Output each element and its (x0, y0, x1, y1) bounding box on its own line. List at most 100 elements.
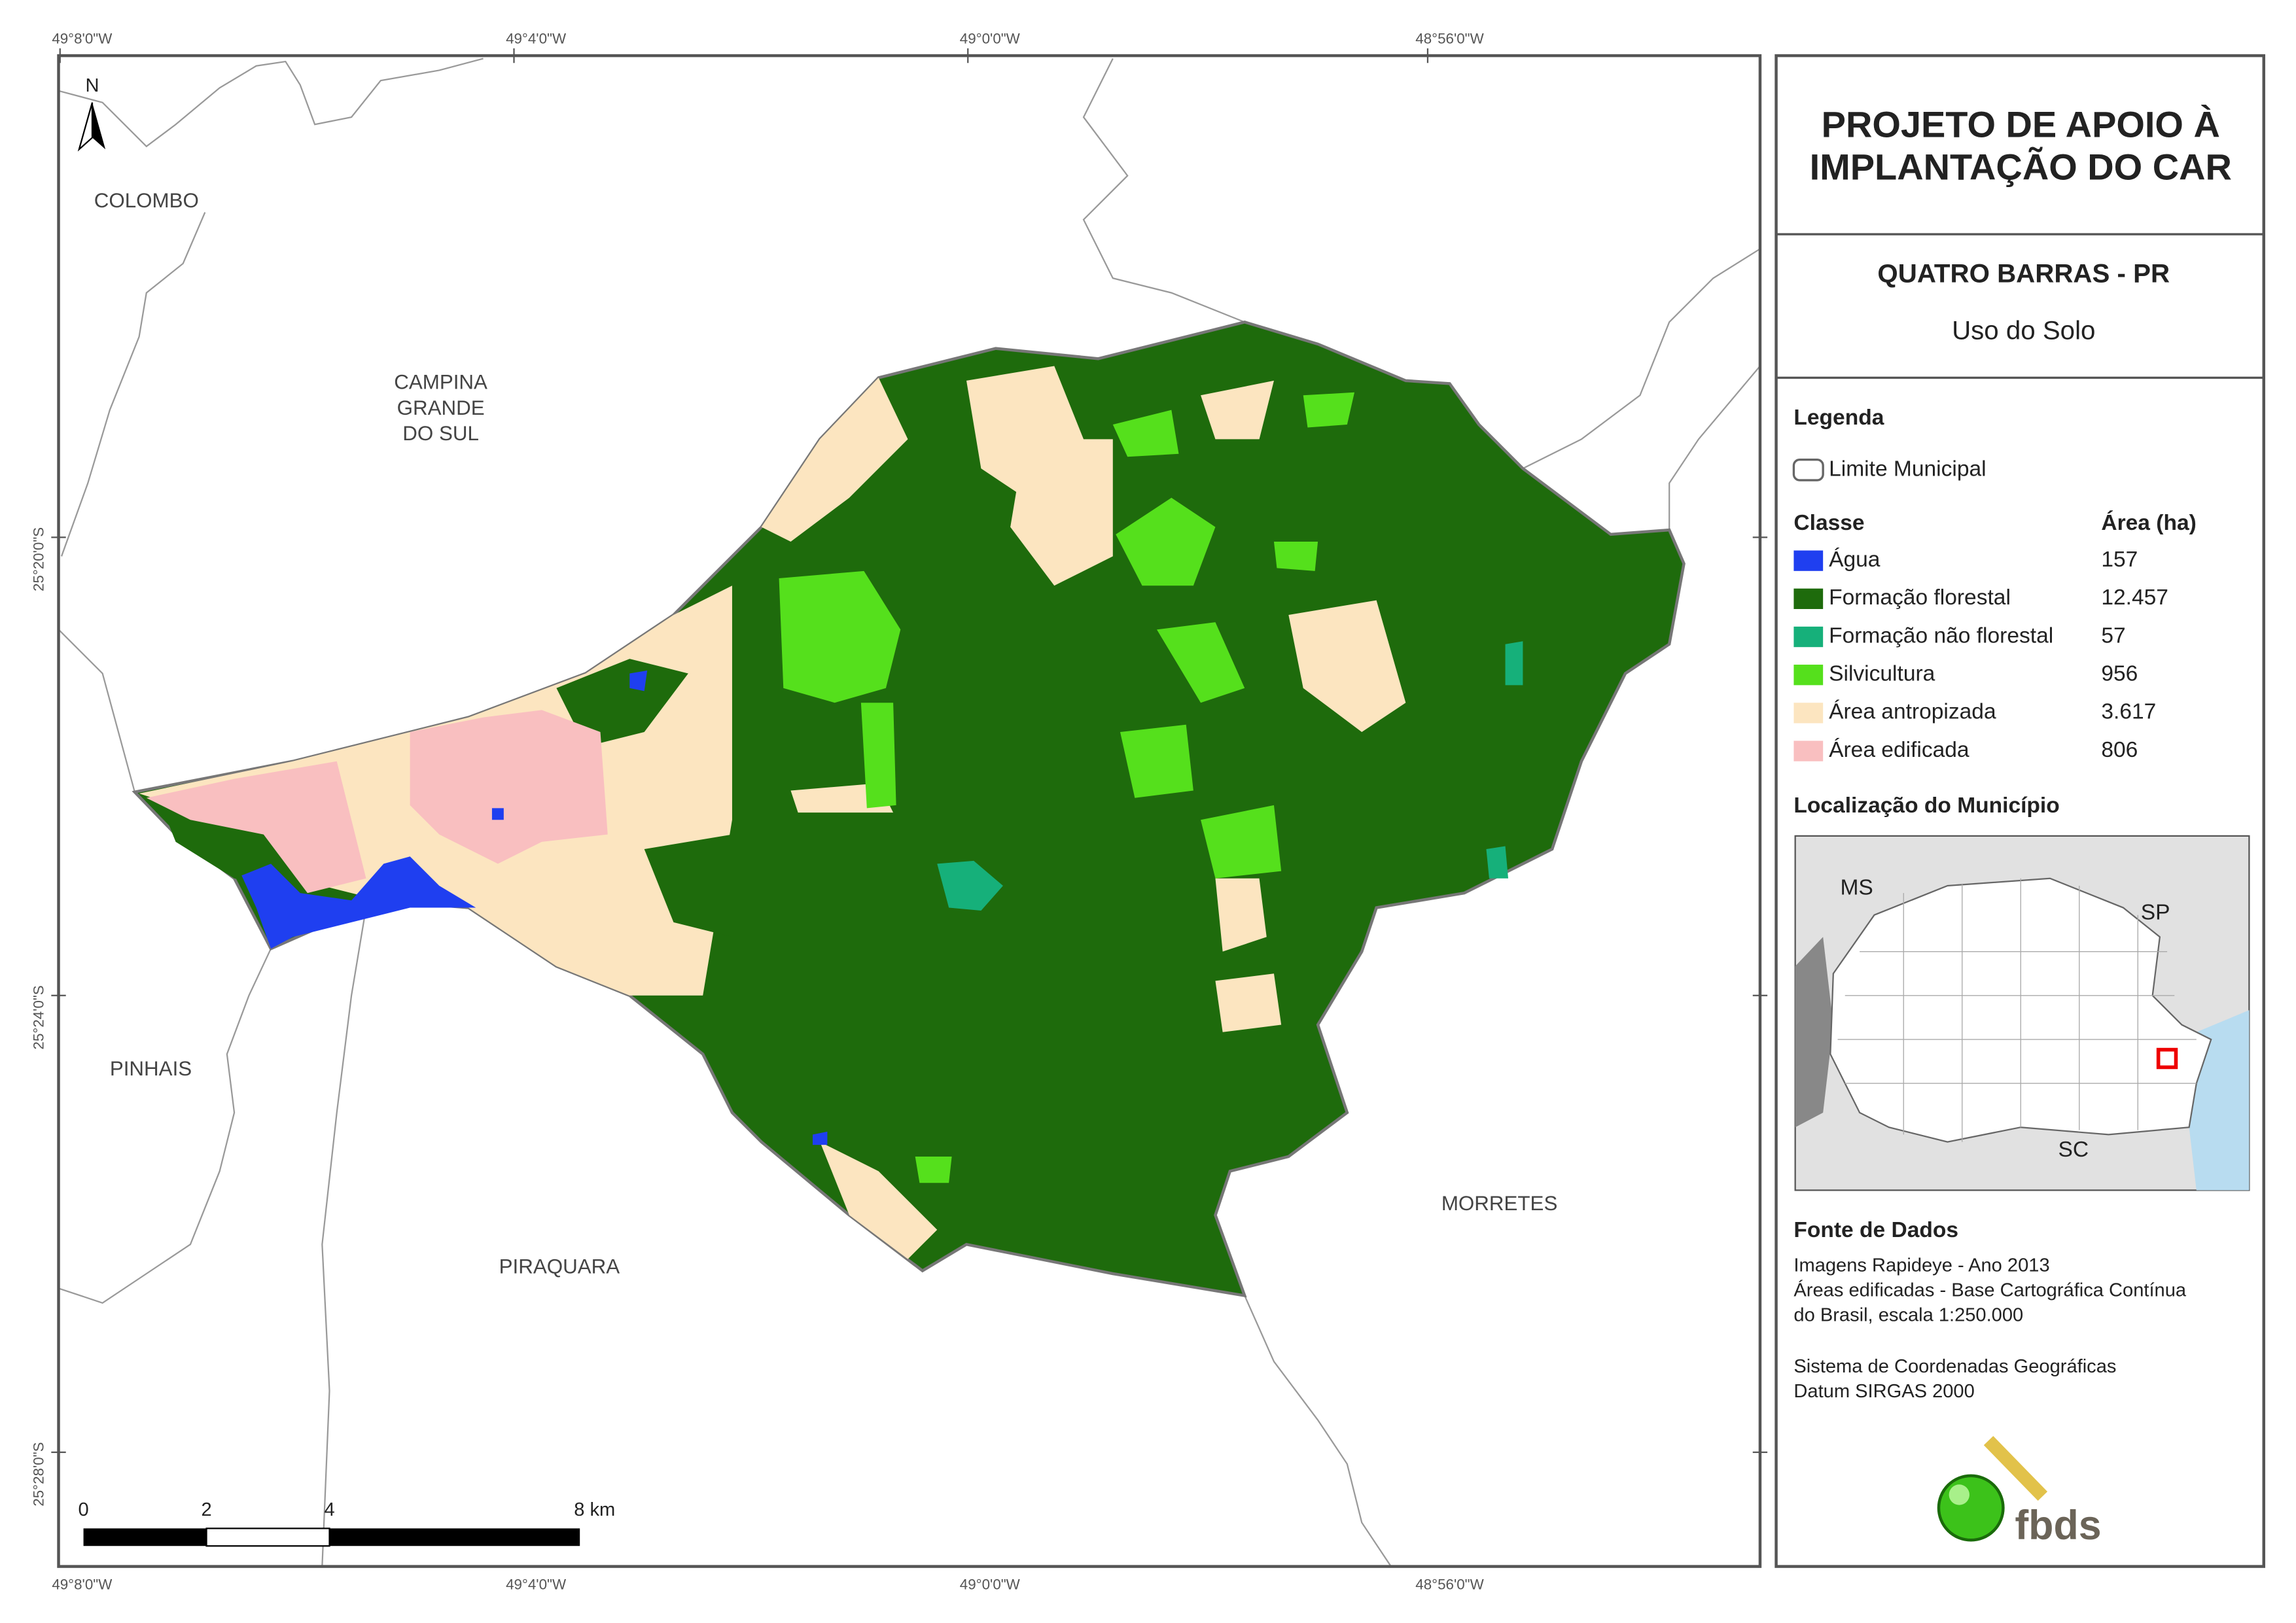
grid (1837, 878, 2197, 1142)
boundary (1522, 248, 1761, 470)
class-area: 956 (2101, 662, 2138, 686)
class-area: 806 (2101, 738, 2138, 762)
inset-label: MS (1840, 875, 1873, 899)
scale-segment (83, 1528, 207, 1546)
class-swatch (1793, 626, 1824, 648)
map-frame (57, 54, 1762, 1568)
legend-heading: Legenda (1793, 406, 1884, 430)
class-swatch (1793, 665, 1824, 686)
silviculture-areas (779, 392, 1355, 1183)
place-label: GRANDE (397, 396, 485, 419)
non-forest-formation (1486, 846, 1509, 879)
patch (410, 710, 608, 864)
boundary-swatch (1792, 459, 1824, 481)
neighbour-boundaries (58, 58, 1761, 1567)
class-swatch (1793, 741, 1824, 761)
patch (1116, 497, 1216, 586)
water (629, 670, 648, 691)
boundary (58, 629, 135, 793)
class-swatch (1793, 588, 1824, 610)
scale-label: 2 (201, 1499, 211, 1520)
non-forest-formation (1505, 641, 1523, 686)
logo-bar (1983, 1436, 2048, 1501)
source-line: Datum SIRGAS 2000 (1793, 1381, 1974, 1402)
scale-label: 4 (324, 1499, 334, 1520)
source-line: Imagens Rapideye - Ano 2013 (1793, 1255, 2049, 1276)
coord-label: 25°24'0"S (30, 985, 46, 1049)
water (813, 1131, 828, 1145)
scale-label: 0 (78, 1499, 88, 1520)
patch (1010, 439, 1113, 586)
municipality: QUATRO BARRAS - PR (1877, 258, 2170, 288)
coord-label: 49°0'0"W (960, 30, 1021, 46)
logo-highlight (1949, 1484, 1969, 1505)
non-forest-formation (937, 860, 1003, 911)
water-bodies (241, 670, 828, 1145)
patch (761, 377, 908, 542)
patch (1273, 542, 1318, 571)
side-panel: PROJETO DE APOIO À IMPLANTAÇÃO DO CAR QU… (1775, 54, 2266, 1568)
north-label: N (85, 75, 99, 96)
class-name: Água (1829, 548, 1881, 572)
scale-segment (205, 1527, 330, 1547)
north-arrow: N (77, 75, 106, 152)
neighbour-state (1795, 937, 1833, 1128)
place-label: DO SUL (402, 422, 479, 445)
panel-frame (1775, 54, 2266, 1568)
coord-label: 49°4'0"W (506, 30, 567, 46)
municipal-grid (1837, 878, 2197, 1142)
area-heading: Área (ha) (2101, 510, 2196, 535)
scale-label: 8 km (574, 1499, 615, 1520)
inset-label: SP (2141, 900, 2170, 924)
coord-label: 25°20'0"S (30, 527, 46, 591)
boundary (58, 948, 272, 1304)
sources: Imagens Rapideye - Ano 2013 Áreas edifica… (1793, 1255, 2186, 1401)
place-label: COLOMBO (94, 189, 199, 212)
boundary (58, 58, 484, 148)
class-name: Silvicultura (1829, 662, 1935, 686)
boundary (1244, 1295, 1392, 1567)
inset-label: SC (2058, 1138, 2089, 1162)
class-swatch (1793, 550, 1824, 571)
patch (1215, 973, 1282, 1032)
source-line: do Brasil, escala 1:250.000 (1793, 1305, 2023, 1326)
class-name: Formação não florestal (1829, 623, 2053, 648)
location-heading: Localização do Município (1793, 794, 2059, 818)
water (241, 856, 476, 949)
patch (1120, 724, 1193, 798)
boundary (1669, 365, 1761, 531)
patch (556, 659, 688, 747)
logo: fbds (1937, 1436, 2102, 1548)
subtitle: Uso do Solo (1952, 316, 2095, 345)
coord-label: 49°4'0"W (506, 1577, 567, 1593)
class-area: 157 (2101, 548, 2138, 572)
patch (860, 703, 896, 809)
patch (146, 761, 366, 894)
place-label: CAMPINA (394, 371, 487, 394)
title-line: IMPLANTAÇÃO DO CAR (1810, 146, 2232, 187)
boundary (1082, 58, 1245, 323)
class-name: Área antropizada (1829, 700, 1996, 724)
source-line: Sistema de Coordenadas Geográficas (1793, 1356, 2116, 1377)
class-area: 3.617 (2101, 700, 2156, 724)
source-line: Áreas edificadas - Base Cartográfica Con… (1793, 1280, 2186, 1301)
legend-classes: Água 157 Formação florestal 12.457 Formação … (1793, 548, 2168, 762)
scale-bar: 0 2 4 8 km (78, 1499, 615, 1547)
location-marker (2156, 1047, 2178, 1070)
patch (915, 1156, 952, 1183)
location-inset: MS SP SC (1794, 835, 2250, 1191)
patch (779, 570, 901, 703)
coord-label: 48°56'0"W (1415, 1577, 1484, 1593)
place-label: MORRETES (1441, 1192, 1558, 1215)
place-label: PINHAIS (110, 1057, 192, 1080)
patch (1215, 878, 1267, 952)
coord-label: 48°56'0"W (1415, 30, 1484, 46)
patch (1303, 392, 1355, 428)
sources-heading: Fonte de Dados (1793, 1218, 1958, 1242)
patch (644, 834, 732, 937)
class-name: Formação florestal (1829, 585, 2011, 610)
class-name: Área edificada (1829, 738, 1969, 762)
